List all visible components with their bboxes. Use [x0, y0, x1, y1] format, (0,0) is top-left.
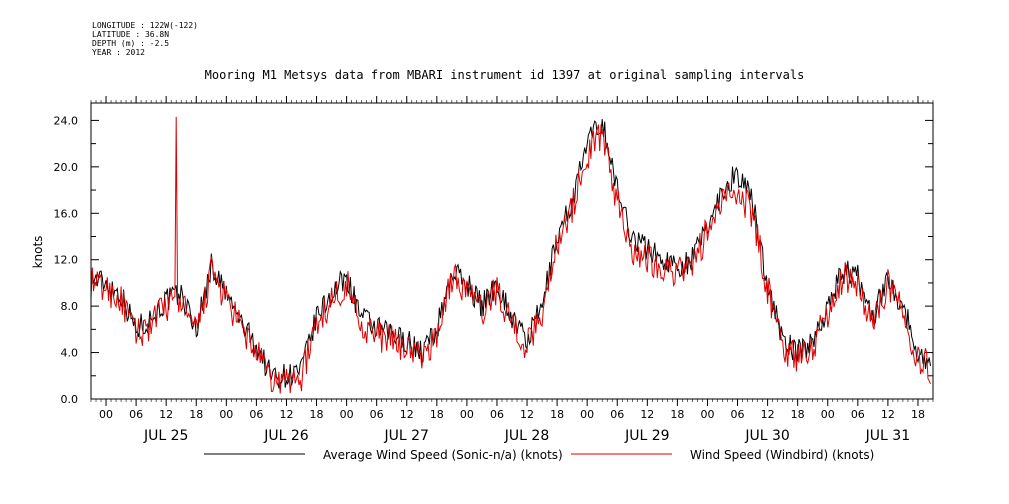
series-windbird-wind-speed: [90, 116, 931, 394]
day-label: JUL 28: [504, 428, 549, 444]
hour-tick-label: 18: [670, 408, 684, 421]
longitude-label: LONGITUDE : 122W(-122): [92, 21, 198, 30]
legend-label-average: Average Wind Speed (Sonic-n/a) (knots): [323, 448, 563, 462]
y-tick-label: 12.0: [54, 254, 79, 267]
y-tick-label: 4.0: [61, 347, 79, 360]
hour-tick-label: 18: [310, 408, 324, 421]
day-label: JUL 29: [624, 428, 669, 444]
hour-tick-label: 18: [550, 408, 564, 421]
y-tick-label: 8.0: [61, 300, 79, 313]
hour-tick-label: 06: [129, 408, 143, 421]
year-label: YEAR : 2012: [92, 48, 145, 57]
hour-tick-label: 00: [99, 408, 113, 421]
hour-tick-label: 06: [490, 408, 504, 421]
hour-tick-label: 00: [821, 408, 835, 421]
y-tick-label: 24.0: [54, 114, 79, 127]
hour-tick-label: 00: [340, 408, 354, 421]
hour-tick-label: 00: [580, 408, 594, 421]
hour-tick-label: 12: [881, 408, 895, 421]
legend-label-windbird: Wind Speed (Windbird) (knots): [690, 448, 874, 462]
hour-tick-label: 12: [400, 408, 414, 421]
hour-tick-label: 12: [520, 408, 534, 421]
axis-labels: 00 06 12 18 00 06 12 18 00 06 12 18 00 06 12 18 00 06 12 18…: [54, 114, 925, 444]
hour-tick-label: 06: [851, 408, 865, 421]
data-series: [90, 116, 931, 394]
series-average-wind-speed: [90, 119, 931, 389]
y-tick-label: 0.0: [61, 393, 79, 406]
day-label: JUL 26: [263, 428, 309, 444]
y-tick-label: 16.0: [54, 207, 79, 220]
hour-tick-label: 06: [370, 408, 384, 421]
hour-tick-label: 12: [279, 408, 293, 421]
hour-tick-label: 18: [189, 408, 203, 421]
y-axis-label: knots: [31, 236, 45, 269]
day-label: JUL 25: [143, 428, 188, 444]
mooring-metadata: LONGITUDE : 122W(-122) LATITUDE : 36.8N …: [92, 21, 198, 57]
hour-tick-label: 12: [761, 408, 775, 421]
y-tick-label: 20.0: [54, 161, 79, 174]
hour-tick-label: 00: [700, 408, 714, 421]
legend: Average Wind Speed (Sonic-n/a) (knots) W…: [204, 448, 874, 462]
hour-tick-label: 00: [460, 408, 474, 421]
hour-tick-label: 18: [791, 408, 805, 421]
plot-frame: [90, 102, 934, 400]
hour-tick-label: 00: [219, 408, 233, 421]
chart-title: Mooring M1 Metsys data from MBARI instru…: [204, 68, 805, 82]
day-label: JUL 31: [865, 428, 910, 444]
depth-label: DEPTH (m) : -2.5: [92, 39, 170, 48]
hour-tick-label: 06: [610, 408, 624, 421]
hour-tick-label: 12: [159, 408, 173, 421]
hour-tick-label: 06: [731, 408, 745, 421]
latitude-label: LATITUDE : 36.8N: [92, 30, 170, 39]
hour-tick-label: 18: [430, 408, 444, 421]
day-label: JUL 27: [384, 428, 429, 444]
hour-tick-label: 18: [911, 408, 925, 421]
day-label: JUL 30: [744, 428, 789, 444]
hour-tick-label: 12: [640, 408, 654, 421]
hour-tick-label: 06: [249, 408, 263, 421]
